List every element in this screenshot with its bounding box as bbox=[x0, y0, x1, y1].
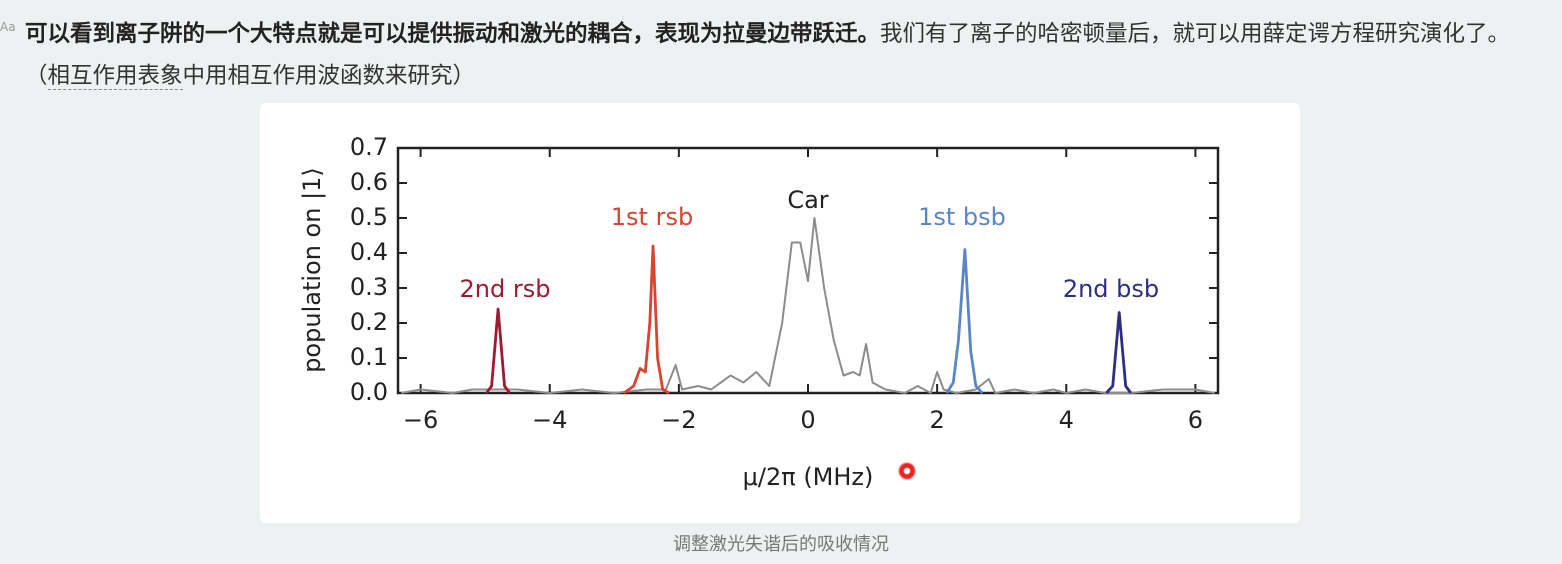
y-tick-label: 0.4 bbox=[350, 238, 388, 266]
y-tick-label: 0.0 bbox=[350, 378, 388, 406]
x-tick-label: −4 bbox=[532, 406, 567, 434]
x-tick-label: 0 bbox=[800, 406, 815, 434]
data-line bbox=[485, 307, 511, 394]
format-icon[interactable]: Aa bbox=[0, 20, 16, 34]
bold-text: 可以看到离子阱的一个大特点就是可以提供振动和激光的耦合，表现为拉曼边带跃迁。 bbox=[25, 21, 881, 47]
series-label: 2nd rsb bbox=[460, 275, 551, 303]
y-tick-label: 0.6 bbox=[350, 168, 388, 196]
image-card[interactable]: μ/2π (MHz) population on |1⟩ 0.0 0.1 0.2 0.… bbox=[260, 103, 1300, 523]
link[interactable]: 相互作用表象 bbox=[47, 63, 183, 90]
data-line bbox=[623, 244, 670, 395]
paragraph: 可以看到离子阱的一个大特点就是可以提供振动和激光的耦合，表现为拉曼边带跃迁。我们… bbox=[25, 13, 1540, 97]
y-axis-label: population on |1⟩ bbox=[298, 167, 326, 373]
y-tick-label: 0.2 bbox=[350, 308, 388, 336]
plot-frame bbox=[396, 146, 1220, 395]
series-label: 2nd bsb bbox=[1063, 275, 1159, 303]
y-tick-label: 0.7 bbox=[350, 133, 388, 161]
chart: μ/2π (MHz) population on |1⟩ 0.0 0.1 0.2 0.… bbox=[298, 133, 1220, 491]
x-tick-label: 4 bbox=[1059, 406, 1074, 434]
series-label: Car bbox=[787, 186, 828, 214]
data-line bbox=[945, 248, 984, 394]
x-tick-label: −6 bbox=[403, 406, 438, 434]
data-line bbox=[401, 217, 1215, 394]
y-tick-label: 0.1 bbox=[350, 343, 388, 371]
x-tick-label: 2 bbox=[929, 406, 944, 434]
x-tick-label: −2 bbox=[661, 406, 696, 434]
series-label: 1st rsb bbox=[611, 203, 693, 231]
cursor-highlight bbox=[898, 462, 916, 480]
x-axis-label: μ/2π (MHz) bbox=[743, 463, 874, 491]
text: 中用相互作用波函数来研究） bbox=[182, 63, 476, 89]
data-line bbox=[1105, 311, 1132, 394]
y-tick-label: 0.3 bbox=[350, 273, 388, 301]
y-tick-label: 0.5 bbox=[350, 203, 388, 231]
x-tick-label: 6 bbox=[1188, 406, 1203, 434]
text: 我们有了离子的哈密顿量后，就可以用薛定谔方程研究演化了。（ bbox=[25, 21, 1511, 89]
series-label: 1st bsb bbox=[918, 203, 1006, 231]
caption: 调整激光失谐后的吸收情况 bbox=[673, 534, 889, 555]
